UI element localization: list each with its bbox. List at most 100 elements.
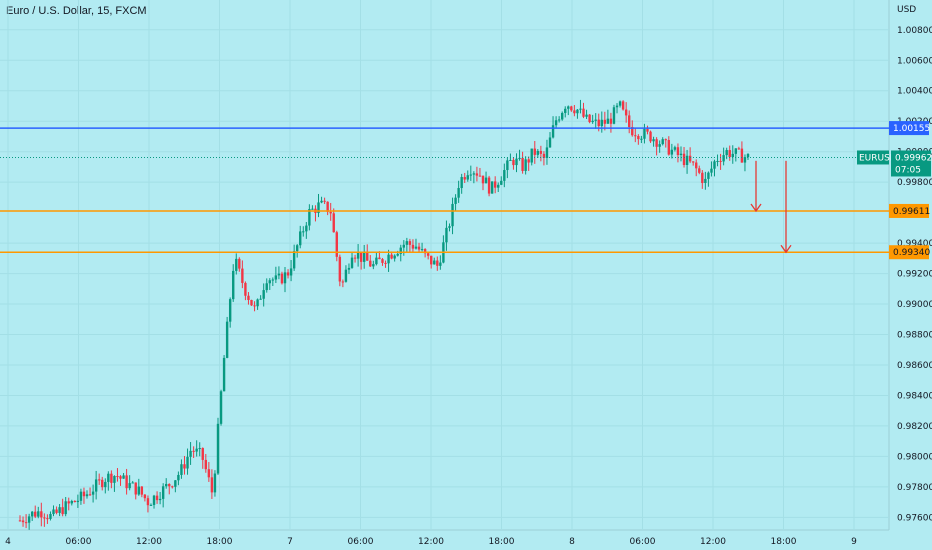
candle-body [460, 177, 463, 189]
candle-body [737, 148, 741, 150]
candle-body [512, 159, 515, 166]
candle-body [643, 128, 646, 139]
candle-body [140, 486, 144, 495]
candle-body [658, 144, 661, 147]
price-tag-label: 1.00155 [893, 124, 930, 134]
candle-body [673, 147, 677, 150]
y-tick-label: 0.98600 [897, 361, 932, 371]
candle-body [335, 232, 338, 257]
candle-body [527, 159, 530, 163]
candle-body [393, 255, 396, 259]
x-tick-label: 9 [851, 537, 857, 547]
candle-body [101, 479, 104, 488]
candle-body [594, 119, 597, 121]
candle-body [384, 262, 387, 264]
candle-body [503, 170, 506, 181]
candle-body [411, 244, 415, 249]
candle-body [302, 231, 305, 233]
candle-body [338, 256, 342, 282]
candle-body [506, 160, 509, 171]
candle-body [667, 140, 671, 155]
x-tick-label: 06:00 [630, 537, 656, 547]
candle-body [423, 249, 427, 254]
candle-body [539, 150, 543, 154]
candle-body [204, 459, 208, 470]
candle-body [691, 161, 695, 163]
candle-body [551, 125, 555, 138]
x-tick-label: 06:00 [348, 537, 374, 547]
candle-body [615, 105, 619, 108]
candle-body [530, 148, 533, 163]
candle-body [533, 148, 536, 155]
candle-body [603, 119, 607, 124]
candle-body [250, 299, 253, 306]
candle-body [259, 298, 262, 300]
candle-body [509, 159, 512, 161]
current-price-value: 0.99962 [895, 153, 932, 163]
candle-body [484, 177, 488, 184]
candle-body [34, 511, 37, 517]
currency-label: USD [897, 5, 916, 15]
candle-body [436, 260, 439, 266]
candle-body [241, 268, 244, 283]
candle-body [73, 500, 77, 503]
candle-body [588, 114, 591, 123]
y-tick-label: 1.00400 [897, 87, 932, 97]
candle-body [621, 101, 625, 110]
candle-body [704, 178, 707, 184]
candle-body [634, 135, 637, 137]
candle-body [94, 479, 98, 492]
candle-body [475, 173, 479, 176]
candle-body [618, 101, 622, 106]
candle-body [679, 153, 683, 156]
x-tick-label: 18:00 [489, 537, 515, 547]
candle-body [119, 476, 122, 479]
candle-body [30, 511, 34, 517]
candle-body [713, 161, 716, 169]
candle-body [64, 501, 67, 515]
candle-body [628, 115, 631, 128]
candle-body [682, 153, 686, 166]
candle-body [219, 391, 223, 424]
candle-body [576, 109, 579, 114]
candle-body [457, 188, 460, 198]
candle-body [716, 160, 719, 162]
current-price-tag-bg [891, 150, 931, 177]
symbol-tag-label: EURUSD [859, 153, 897, 163]
candle-body [216, 423, 220, 474]
candle-body [152, 495, 156, 505]
candle-body [707, 172, 710, 179]
candle-body [469, 174, 473, 176]
y-tick-label: 0.97800 [897, 483, 932, 493]
candle-body [661, 139, 664, 145]
candle-body [472, 173, 476, 175]
candle-body [137, 486, 140, 495]
candle-body [305, 225, 308, 232]
y-tick-label: 1.00800 [897, 26, 932, 36]
candle-body [350, 257, 354, 268]
candle-body [332, 213, 335, 233]
candle-body [289, 268, 293, 276]
candle-body [247, 295, 250, 300]
candle-body [372, 264, 375, 267]
candle-countdown: 07:05 [895, 165, 921, 175]
symbol-tag-bg [857, 150, 889, 165]
candle-body [168, 483, 171, 487]
candle-body [560, 112, 564, 120]
candle-body [104, 481, 107, 488]
x-tick-label: 12:00 [418, 537, 444, 547]
candle-body [652, 139, 655, 142]
candle-body [573, 110, 576, 114]
candle-body [557, 119, 561, 121]
candle-body [49, 514, 52, 519]
candle-body [158, 498, 162, 501]
candle-body [55, 509, 58, 513]
candle-body [61, 507, 64, 515]
price-tag-label: 0.99340 [893, 248, 930, 258]
candle-body [466, 175, 469, 180]
candle-body [82, 491, 86, 497]
candle-body [155, 495, 159, 501]
candle-body [107, 473, 110, 482]
